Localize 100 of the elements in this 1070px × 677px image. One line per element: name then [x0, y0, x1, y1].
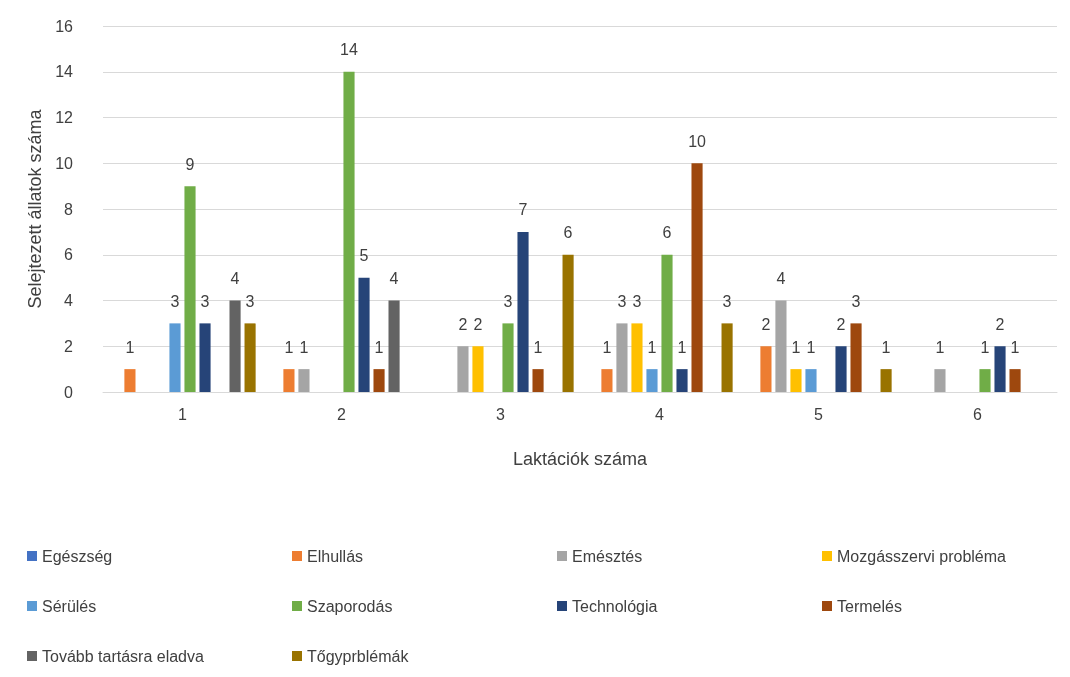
bar — [646, 369, 658, 392]
bar — [850, 323, 862, 392]
bar — [661, 254, 673, 392]
data-label: 10 — [688, 132, 707, 150]
bar — [979, 369, 991, 392]
bar — [169, 323, 181, 392]
legend-label: Elhullás — [307, 547, 364, 565]
bar — [562, 254, 574, 392]
bar — [124, 369, 136, 392]
data-label: 1 — [1010, 338, 1020, 356]
y-tick-label: 10 — [55, 154, 74, 172]
legend-label: Tovább tartásra eladva — [42, 647, 204, 665]
bar — [184, 186, 196, 392]
bar — [676, 369, 688, 392]
x-tick-label: 3 — [496, 405, 506, 423]
bar — [343, 71, 355, 392]
legend-label: Szaporodás — [307, 597, 393, 615]
x-axis-title: Laktációk száma — [512, 449, 649, 469]
data-label: 3 — [632, 292, 642, 310]
x-tick-label: 6 — [973, 405, 983, 423]
y-tick-label: 6 — [64, 246, 74, 264]
bar — [229, 300, 241, 392]
bar — [805, 369, 817, 392]
data-label: 1 — [677, 338, 687, 356]
y-tick-label: 4 — [64, 292, 74, 309]
bar — [1009, 369, 1021, 392]
data-label: 5 — [359, 247, 369, 265]
legend-label: Egészség — [42, 547, 113, 565]
bar — [691, 163, 703, 392]
bar — [835, 346, 847, 392]
legend-label: Termelés — [837, 597, 902, 615]
data-label: 3 — [722, 292, 732, 310]
data-label: 3 — [503, 292, 513, 310]
data-label: 3 — [200, 292, 210, 310]
legend-label: Mozgásszervi probléma — [837, 547, 1007, 565]
bar — [199, 323, 211, 392]
x-tick-label: 1 — [178, 405, 188, 423]
bar — [283, 369, 295, 392]
bar — [994, 346, 1006, 392]
bar — [601, 369, 613, 392]
y-tick-label: 8 — [64, 200, 74, 218]
data-label: 2 — [995, 315, 1005, 333]
bar — [880, 369, 892, 392]
x-tick-label: 4 — [655, 405, 665, 423]
bar — [775, 300, 787, 392]
data-label: 4 — [230, 270, 240, 287]
data-label: 7 — [518, 201, 528, 219]
bar — [244, 323, 256, 392]
bar — [616, 323, 628, 392]
y-tick-label: 2 — [64, 337, 74, 355]
data-label: 1 — [647, 338, 657, 356]
data-label: 3 — [245, 292, 255, 310]
bar — [790, 369, 802, 392]
legend-label: Emésztés — [572, 547, 643, 565]
bar — [721, 323, 733, 392]
data-label: 2 — [458, 315, 468, 333]
data-label: 1 — [533, 338, 543, 356]
legend-label: Tőgyprblémák — [307, 647, 410, 665]
bar — [532, 369, 544, 392]
data-label: 6 — [563, 224, 573, 242]
bar — [631, 323, 643, 392]
data-label: 1 — [791, 338, 801, 356]
data-label: 1 — [602, 338, 612, 356]
data-label: 1 — [935, 338, 945, 356]
data-label: 2 — [761, 315, 771, 333]
bar — [502, 323, 514, 392]
bar — [517, 231, 529, 392]
x-tick-label: 5 — [814, 405, 824, 423]
data-label: 4 — [776, 270, 786, 287]
data-label: 3 — [617, 292, 627, 310]
data-label: 3 — [170, 292, 180, 310]
y-tick-label: 14 — [55, 63, 74, 81]
y-tick-label: 12 — [55, 109, 74, 126]
bar — [760, 346, 772, 392]
data-label: 2 — [836, 315, 846, 333]
y-axis-title: Selejtezett állatok száma — [25, 108, 46, 309]
bar — [472, 346, 484, 392]
bar — [388, 300, 400, 392]
data-label: 14 — [340, 41, 359, 59]
legend-label: Technológia — [572, 597, 658, 615]
legend-label: Sérülés — [42, 597, 97, 615]
data-label: 9 — [185, 155, 195, 173]
bar — [373, 369, 385, 392]
y-tick-label: 16 — [55, 17, 74, 35]
data-label: 3 — [851, 292, 861, 310]
data-label: 1 — [374, 338, 384, 356]
bar — [457, 346, 469, 392]
data-label: 1 — [881, 338, 891, 356]
x-tick-label: 2 — [337, 405, 347, 423]
data-label: 2 — [473, 315, 483, 333]
data-label: 6 — [662, 224, 672, 242]
y-tick-label: 0 — [64, 383, 74, 401]
data-label: 1 — [125, 338, 135, 356]
data-label: 4 — [389, 270, 399, 287]
data-label: 1 — [980, 338, 990, 356]
bar — [358, 277, 370, 392]
data-label: 1 — [299, 338, 309, 356]
bar — [934, 369, 946, 392]
data-label: 1 — [284, 338, 294, 356]
bar — [298, 369, 310, 392]
